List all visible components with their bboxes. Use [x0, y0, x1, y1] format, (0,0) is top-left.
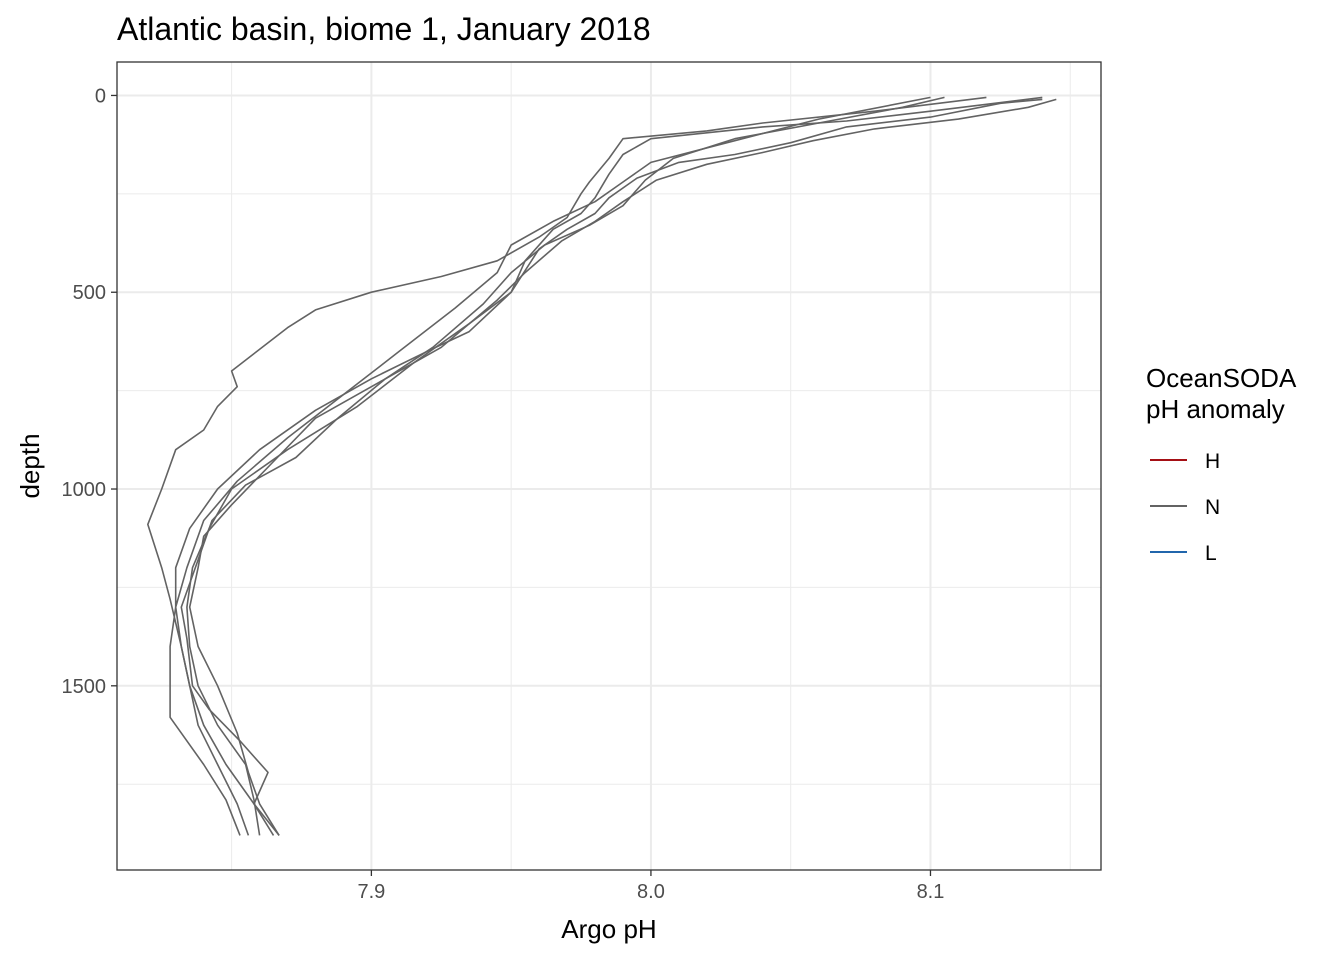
legend-entries: HNL: [1150, 450, 1220, 565]
chart-title: Atlantic basin, biome 1, January 2018: [117, 11, 651, 47]
plot-border: [116, 61, 1102, 871]
series-line: [186, 96, 1043, 836]
y-axis-ticks: 0 500 1000 1500: [62, 85, 117, 698]
y-axis-title: depth: [15, 433, 45, 498]
series-line: [180, 96, 945, 836]
legend: OceanSODA pH anomaly HNL: [1146, 363, 1297, 565]
y-tick-label: 1500: [62, 676, 107, 698]
legend-title-line-1: OceanSODA: [1146, 363, 1297, 393]
grid-lines: [117, 62, 1101, 870]
legend-label: L: [1205, 542, 1217, 565]
x-tick-label: 8.0: [637, 881, 665, 903]
x-tick-label: 7.9: [357, 881, 385, 903]
x-axis-ticks: 7.9 8.0 8.1: [357, 870, 944, 903]
y-tick-label: 500: [73, 282, 106, 304]
x-tick-label: 8.1: [917, 881, 945, 903]
series-line: [147, 96, 987, 836]
series-layer: [147, 96, 1057, 836]
series-line: [169, 96, 931, 836]
legend-label: H: [1205, 450, 1220, 473]
legend-title-line-2: pH anomaly: [1146, 394, 1285, 424]
x-axis-title: Argo pH: [561, 914, 656, 944]
series-line: [188, 98, 1057, 836]
legend-label: N: [1205, 496, 1220, 519]
y-tick-label: 1000: [62, 479, 107, 501]
y-tick-label: 0: [95, 85, 106, 107]
